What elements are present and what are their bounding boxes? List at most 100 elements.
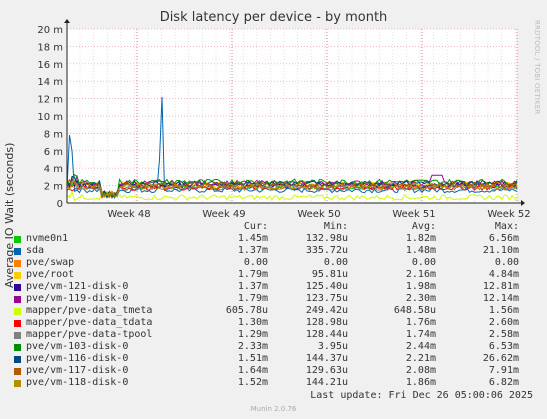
legend-swatch	[14, 368, 21, 375]
legend-cur: 1.30m	[237, 317, 268, 328]
legend-min: 128.44u	[305, 329, 348, 340]
legend-min: 132.98u	[305, 233, 348, 244]
legend-header: Cur: Min: Avg: Max:	[0, 221, 547, 233]
legend-cur: 1.45m	[237, 233, 268, 244]
legend-cur: 1.29m	[237, 329, 268, 340]
legend-series-name: mapper/pve-data-tpool	[26, 329, 153, 340]
legend-row: sda 1.37m 335.72u 1.48m 21.10m	[0, 245, 547, 257]
y-tick-label: 2 m	[44, 182, 63, 193]
series-line-pve-vm-117-disk-0	[66, 178, 518, 199]
legend-max: 0.00	[494, 257, 519, 268]
series-line-pve-vm-103-disk-0	[66, 173, 518, 199]
legend-swatch	[14, 296, 21, 303]
y-tick-label: 10 m	[37, 112, 63, 123]
x-tick-label: Week 51	[392, 209, 435, 220]
legend-row: pve/vm-118-disk-0 1.52m 144.21u 1.86m 6.82m	[0, 377, 547, 389]
legend-swatch	[14, 380, 21, 387]
legend-row: pve/vm-121-disk-0 1.37m 125.40u 1.98m 12.81m	[0, 281, 547, 293]
x-tick-label: Week 52	[487, 209, 530, 220]
legend-min: 144.21u	[305, 377, 348, 388]
legend-swatch	[14, 332, 21, 339]
x-tick-label: Week 48	[107, 209, 150, 220]
legend-cur: 1.79m	[237, 293, 268, 304]
legend-avg: 1.76m	[405, 317, 436, 328]
legend-cur: 2.33m	[237, 341, 268, 352]
y-tick-label: 4 m	[44, 164, 63, 175]
legend-max: 12.14m	[482, 293, 519, 304]
legend-series-name: pve/vm-119-disk-0	[26, 293, 129, 304]
plot-area: 0 2 m 4 m 6 m 8 m 10 m 12 m 14 m 16 m 18 m 20 m We…	[37, 19, 531, 220]
legend-series-name: mapper/pve-data_tdata	[26, 317, 153, 328]
x-tick-label: Week 49	[202, 209, 245, 220]
legend-series-name: pve/vm-121-disk-0	[26, 281, 129, 292]
axes	[64, 19, 525, 206]
legend-series-name: pve/vm-118-disk-0	[26, 377, 129, 388]
legend-avg: 648.58u	[393, 305, 436, 316]
legend-cur: 1.64m	[237, 365, 268, 376]
legend-series-name: pve/swap	[26, 257, 75, 268]
y-tick-label: 6 m	[44, 147, 63, 158]
legend-max: 26.62m	[482, 353, 519, 364]
legend-row: mapper/pve-data_tdata 1.30m 128.98u 1.76m 2.…	[0, 317, 547, 329]
header-cur: Cur:	[243, 221, 268, 232]
legend-avg: 1.82m	[405, 233, 436, 244]
legend-avg: 2.08m	[405, 365, 436, 376]
y-axis-arrow	[64, 19, 70, 23]
y-tick-label: 14 m	[37, 77, 63, 88]
legend-min: 3.95u	[317, 341, 348, 352]
legend-row: pve/vm-119-disk-0 1.79m 123.75u 2.30m 12.14m	[0, 293, 547, 305]
legend-avg: 0.00	[411, 257, 436, 268]
x-tick-labels: Week 48 Week 49 Week 50 Week 51 Week 52	[107, 209, 530, 220]
legend-swatch	[14, 320, 21, 327]
legend-min: 249.42u	[305, 305, 348, 316]
y-tick-label: 0	[57, 199, 63, 210]
legend-max: 4.84m	[488, 269, 519, 280]
legend-swatch	[14, 308, 21, 315]
legend-avg: 1.48m	[405, 245, 436, 256]
legend-avg: 2.16m	[405, 269, 436, 280]
y-tick-label: 20 m	[37, 25, 63, 36]
legend-series-name: pve/vm-117-disk-0	[26, 365, 129, 376]
legend-cur: 1.37m	[237, 281, 268, 292]
legend-max: 21.10m	[482, 245, 519, 256]
legend-max: 6.82m	[488, 377, 519, 388]
legend-avg: 1.86m	[405, 377, 436, 388]
legend-max: 6.53m	[488, 341, 519, 352]
legend-min: 95.81u	[311, 269, 348, 280]
legend-row: pve/root 1.79m 95.81u 2.16m 4.84m	[0, 269, 547, 281]
legend-row: mapper/pve-data_tmeta 605.78u 249.42u 648.5…	[0, 305, 547, 317]
y-tick-label: 12 m	[37, 95, 63, 106]
legend-max: 2.60m	[488, 317, 519, 328]
legend-cur: 605.78u	[225, 305, 268, 316]
header-min: Min:	[323, 221, 348, 232]
generator-credit: Munin 2.0.76	[250, 405, 297, 413]
legend-series-name: sda	[26, 245, 45, 256]
y-tick-label: 8 m	[44, 129, 63, 140]
x-tick-label: Week 50	[297, 209, 340, 220]
legend-swatch	[14, 344, 21, 351]
y-tick-label: 18 m	[37, 42, 63, 53]
legend-series-name: mapper/pve-data_tmeta	[26, 305, 153, 316]
legend-swatch	[14, 236, 21, 243]
legend-row: pve/vm-117-disk-0 1.64m 129.63u 2.08m 7.91m	[0, 365, 547, 377]
legend-min: 144.37u	[305, 353, 348, 364]
legend-row: nvme0n1 1.45m 132.98u 1.82m 6.56m	[0, 233, 547, 245]
legend-cur: 1.51m	[237, 353, 268, 364]
legend-min: 335.72u	[305, 245, 348, 256]
rrdtool-credit: RRDTOOL / TOBI OETIKER	[533, 20, 541, 115]
legend-swatch	[14, 284, 21, 291]
legend-min: 128.98u	[305, 317, 348, 328]
chart-title: Disk latency per device - by month	[159, 10, 388, 25]
legend-series-name: pve/vm-116-disk-0	[26, 353, 129, 364]
legend-cur: 1.52m	[237, 377, 268, 388]
legend-cur: 1.37m	[237, 245, 268, 256]
legend-row: pve/swap 0.00 0.00 0.00 0.00	[0, 257, 547, 269]
legend-avg: 2.30m	[405, 293, 436, 304]
y-tick-labels: 0 2 m 4 m 6 m 8 m 10 m 12 m 14 m 16 m 18 m 20 m	[37, 25, 63, 210]
last-update: Last update: Fri Dec 26 05:00:06 2025	[310, 390, 533, 401]
legend-avg: 2.44m	[405, 341, 436, 352]
legend-row: pve/vm-103-disk-0 2.33m 3.95u 2.44m 6.53m	[0, 341, 547, 353]
legend-min: 0.00	[323, 257, 348, 268]
legend-min: 129.63u	[305, 365, 348, 376]
